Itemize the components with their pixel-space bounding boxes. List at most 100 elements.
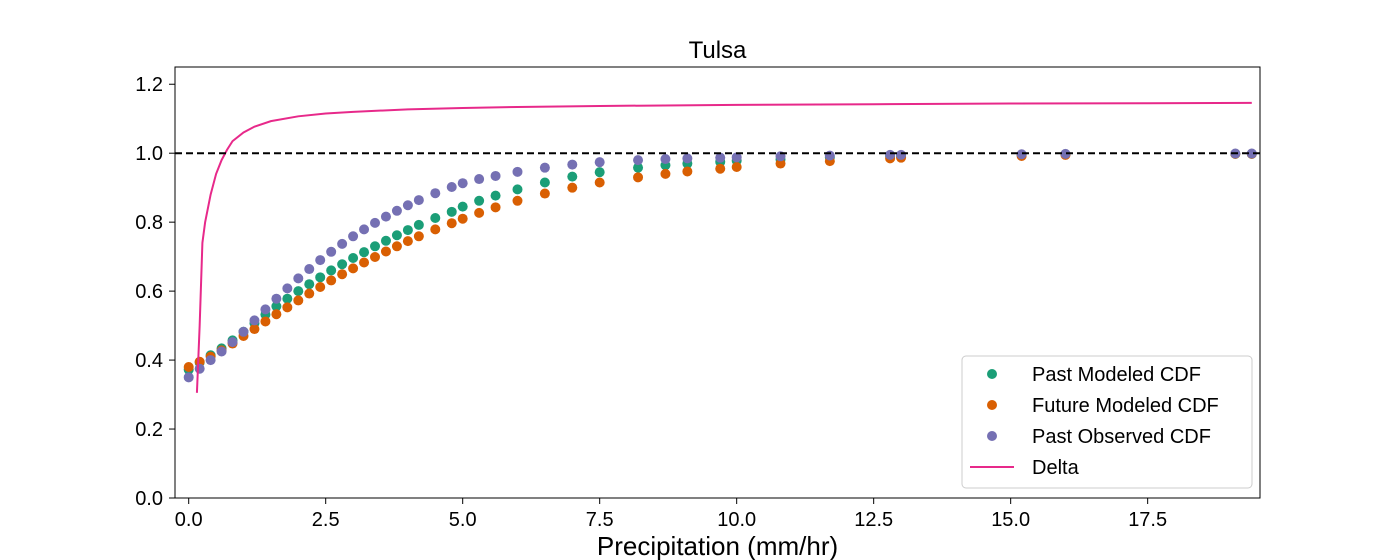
x-tick-label: 5.0 bbox=[449, 509, 477, 531]
series-2-point-37 bbox=[824, 150, 835, 161]
series-2-point-29 bbox=[567, 159, 578, 170]
series-2-point-14 bbox=[337, 238, 348, 249]
y-tick-label: 0.6 bbox=[135, 281, 163, 303]
series-2-point-15 bbox=[348, 231, 359, 242]
series-0-point-25 bbox=[474, 195, 485, 206]
legend: Past Modeled CDF Future Modeled CDF Past O… bbox=[961, 355, 1253, 489]
legend-swatch bbox=[987, 431, 997, 441]
y-tick-label: 0.4 bbox=[135, 350, 163, 372]
x-axis: 0.0 2.5 5.0 7.5 10.0 12.5 15.0 17.5 bbox=[175, 498, 1167, 531]
x-tick-label: 7.5 bbox=[586, 509, 614, 531]
series-1-point-17 bbox=[370, 251, 381, 262]
series-0-point-24 bbox=[457, 201, 468, 212]
series-1-point-29 bbox=[567, 182, 578, 193]
series-2-point-18 bbox=[380, 211, 391, 222]
series-2-point-5 bbox=[238, 326, 249, 337]
series-2-point-41 bbox=[1060, 148, 1071, 159]
series-1-point-14 bbox=[337, 269, 348, 280]
series-0-point-22 bbox=[430, 213, 441, 224]
series-0-point-30 bbox=[594, 167, 605, 178]
series-2-point-20 bbox=[402, 200, 413, 211]
series-1-point-12 bbox=[315, 281, 326, 292]
series-2-point-30 bbox=[594, 157, 605, 168]
series-2-point-16 bbox=[359, 224, 370, 235]
series-0-point-29 bbox=[567, 171, 578, 182]
series-0-point-9 bbox=[282, 293, 293, 304]
series-1-point-0 bbox=[183, 361, 194, 372]
series-0-point-17 bbox=[370, 241, 381, 252]
series-0-point-21 bbox=[413, 219, 424, 230]
series-1-point-24 bbox=[457, 213, 468, 224]
series-2-point-13 bbox=[326, 246, 337, 257]
series-1-point-25 bbox=[474, 207, 485, 218]
series-1-point-33 bbox=[682, 166, 693, 177]
series-1-point-32 bbox=[660, 168, 671, 179]
series-0-point-18 bbox=[380, 235, 391, 246]
series-2-point-24 bbox=[457, 178, 468, 189]
series-1-point-18 bbox=[380, 246, 391, 257]
series-0-point-26 bbox=[490, 190, 501, 201]
series-1-point-7 bbox=[260, 316, 271, 327]
series-2-point-9 bbox=[282, 283, 293, 294]
series-2-point-3 bbox=[216, 346, 227, 357]
series-line-delta bbox=[195, 101, 1252, 393]
legend-label: Past Modeled CDF bbox=[1032, 364, 1201, 386]
series-2-point-39 bbox=[896, 149, 907, 160]
series-2-point-31 bbox=[633, 155, 644, 166]
series-2-point-1 bbox=[194, 363, 205, 374]
series-2-point-22 bbox=[430, 188, 441, 199]
x-tick-label: 12.5 bbox=[854, 509, 893, 531]
series-2-point-12 bbox=[315, 255, 326, 266]
series-2-point-34 bbox=[715, 152, 726, 163]
plot-frame bbox=[174, 66, 1261, 499]
legend-label: Future Modeled CDF bbox=[1032, 395, 1219, 417]
series-0-point-10 bbox=[293, 286, 304, 297]
series-1-point-9 bbox=[282, 302, 293, 313]
series-1-point-28 bbox=[539, 188, 550, 199]
series-0-point-15 bbox=[348, 253, 359, 264]
series-0-point-14 bbox=[337, 259, 348, 270]
y-axis: 0.0 0.2 0.4 0.6 0.8 1.0 1.2 bbox=[135, 74, 175, 510]
series-2-point-38 bbox=[885, 149, 896, 160]
series-2-point-19 bbox=[391, 205, 402, 216]
series-0-point-11 bbox=[304, 279, 315, 290]
x-tick-label: 10.0 bbox=[717, 509, 756, 531]
x-tick-label: 2.5 bbox=[312, 509, 340, 531]
x-axis-label: Precipitation (mm/hr) bbox=[597, 531, 838, 560]
x-tick-label: 15.0 bbox=[991, 509, 1030, 531]
series-2-point-27 bbox=[512, 166, 523, 177]
series-2-point-10 bbox=[293, 273, 304, 284]
y-tick-label: 0.0 bbox=[135, 488, 163, 510]
series-0-point-19 bbox=[391, 230, 402, 241]
series-1-point-30 bbox=[594, 177, 605, 188]
series-2-point-21 bbox=[413, 195, 424, 206]
series-0-point-16 bbox=[359, 247, 370, 258]
series-0-point-12 bbox=[315, 272, 326, 283]
series-layer bbox=[183, 101, 1257, 393]
y-tick-label: 1.0 bbox=[135, 143, 163, 165]
series-2-point-4 bbox=[227, 337, 238, 348]
series-1-point-35 bbox=[731, 161, 742, 172]
legend-box bbox=[961, 355, 1253, 489]
series-1-point-34 bbox=[715, 163, 726, 174]
series-2-point-7 bbox=[260, 304, 271, 315]
legend-swatch bbox=[987, 369, 997, 379]
series-0-point-27 bbox=[512, 184, 523, 195]
series-0-point-28 bbox=[539, 177, 550, 188]
series-0-point-8 bbox=[271, 301, 282, 312]
y-tick-label: 0.8 bbox=[135, 212, 163, 234]
series-1-point-31 bbox=[633, 172, 644, 183]
series-2-point-25 bbox=[474, 174, 485, 185]
series-2-point-35 bbox=[731, 152, 742, 163]
series-2-point-40 bbox=[1016, 149, 1027, 160]
y-tick-label: 1.2 bbox=[135, 74, 163, 96]
series-1-point-16 bbox=[359, 257, 370, 268]
series-2-point-6 bbox=[249, 315, 260, 326]
x-tick-label: 0.0 bbox=[175, 509, 203, 531]
series-1-point-6 bbox=[249, 324, 260, 335]
plot-area bbox=[174, 66, 1261, 499]
series-2-point-28 bbox=[539, 162, 550, 173]
legend-label: Past Observed CDF bbox=[1032, 426, 1211, 448]
legend-label: Delta bbox=[1032, 457, 1080, 479]
series-2-point-23 bbox=[446, 181, 457, 192]
